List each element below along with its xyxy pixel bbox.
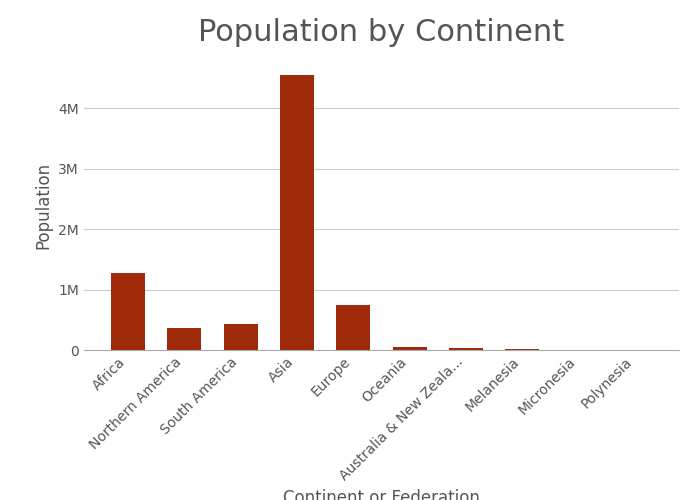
- Bar: [111, 272, 145, 350]
- Title: Population by Continent: Population by Continent: [198, 18, 565, 46]
- Bar: [449, 348, 483, 350]
- Bar: [393, 348, 426, 350]
- Bar: [224, 324, 258, 350]
- Bar: [337, 306, 370, 350]
- Bar: [167, 328, 201, 350]
- Bar: [280, 74, 314, 350]
- Y-axis label: Population: Population: [35, 162, 52, 248]
- X-axis label: Continent or Federation: Continent or Federation: [283, 489, 480, 500]
